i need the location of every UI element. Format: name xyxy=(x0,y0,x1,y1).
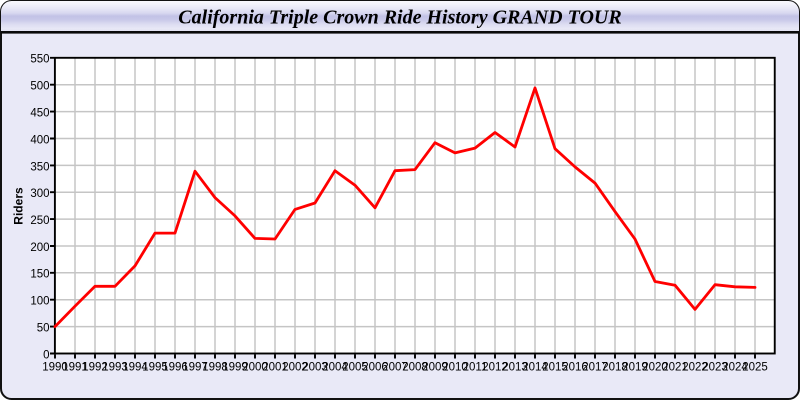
svg-text:2018: 2018 xyxy=(602,362,628,374)
svg-text:2017: 2017 xyxy=(582,362,608,374)
svg-text:150: 150 xyxy=(30,269,49,281)
svg-text:2024: 2024 xyxy=(722,362,748,374)
svg-text:1995: 1995 xyxy=(142,362,168,374)
svg-text:2005: 2005 xyxy=(342,362,368,374)
svg-text:2016: 2016 xyxy=(562,362,588,374)
svg-text:2025: 2025 xyxy=(742,362,768,374)
svg-text:500: 500 xyxy=(30,81,49,93)
svg-text:0: 0 xyxy=(43,349,49,361)
svg-text:2006: 2006 xyxy=(362,362,388,374)
svg-text:California Triple Crown Ride H: California Triple Crown Ride History GRA… xyxy=(178,6,621,28)
svg-text:1990: 1990 xyxy=(42,362,68,374)
svg-text:450: 450 xyxy=(30,108,49,120)
svg-text:1993: 1993 xyxy=(102,362,128,374)
svg-text:1996: 1996 xyxy=(162,362,188,374)
svg-text:1999: 1999 xyxy=(222,362,248,374)
svg-text:2007: 2007 xyxy=(382,362,408,374)
svg-text:550: 550 xyxy=(30,54,49,66)
svg-text:1997: 1997 xyxy=(182,362,208,374)
svg-text:200: 200 xyxy=(30,242,49,254)
svg-text:2010: 2010 xyxy=(442,362,468,374)
svg-text:350: 350 xyxy=(30,161,49,173)
svg-text:2002: 2002 xyxy=(282,362,308,374)
svg-text:2019: 2019 xyxy=(622,362,648,374)
svg-text:2014: 2014 xyxy=(522,362,548,374)
svg-text:2022: 2022 xyxy=(682,362,708,374)
svg-text:1994: 1994 xyxy=(122,362,148,374)
svg-text:2021: 2021 xyxy=(662,362,688,374)
svg-text:2011: 2011 xyxy=(463,362,488,374)
svg-text:1992: 1992 xyxy=(82,362,108,374)
svg-text:2004: 2004 xyxy=(322,362,348,374)
svg-text:2013: 2013 xyxy=(502,362,528,374)
svg-text:400: 400 xyxy=(30,134,49,146)
svg-text:2012: 2012 xyxy=(482,362,508,374)
svg-text:50: 50 xyxy=(37,323,50,335)
svg-text:2023: 2023 xyxy=(702,362,728,374)
svg-text:2003: 2003 xyxy=(302,362,328,374)
svg-text:2008: 2008 xyxy=(402,362,428,374)
svg-text:2001: 2001 xyxy=(262,362,288,374)
svg-text:2020: 2020 xyxy=(642,362,668,374)
svg-text:1991: 1991 xyxy=(62,362,88,374)
svg-text:250: 250 xyxy=(30,215,49,227)
svg-text:1998: 1998 xyxy=(202,362,228,374)
svg-text:100: 100 xyxy=(30,296,49,308)
svg-text:2000: 2000 xyxy=(242,362,268,374)
svg-text:2015: 2015 xyxy=(542,362,568,374)
svg-text:300: 300 xyxy=(30,188,49,200)
svg-text:2009: 2009 xyxy=(422,362,448,374)
svg-text:Riders: Riders xyxy=(12,187,26,225)
